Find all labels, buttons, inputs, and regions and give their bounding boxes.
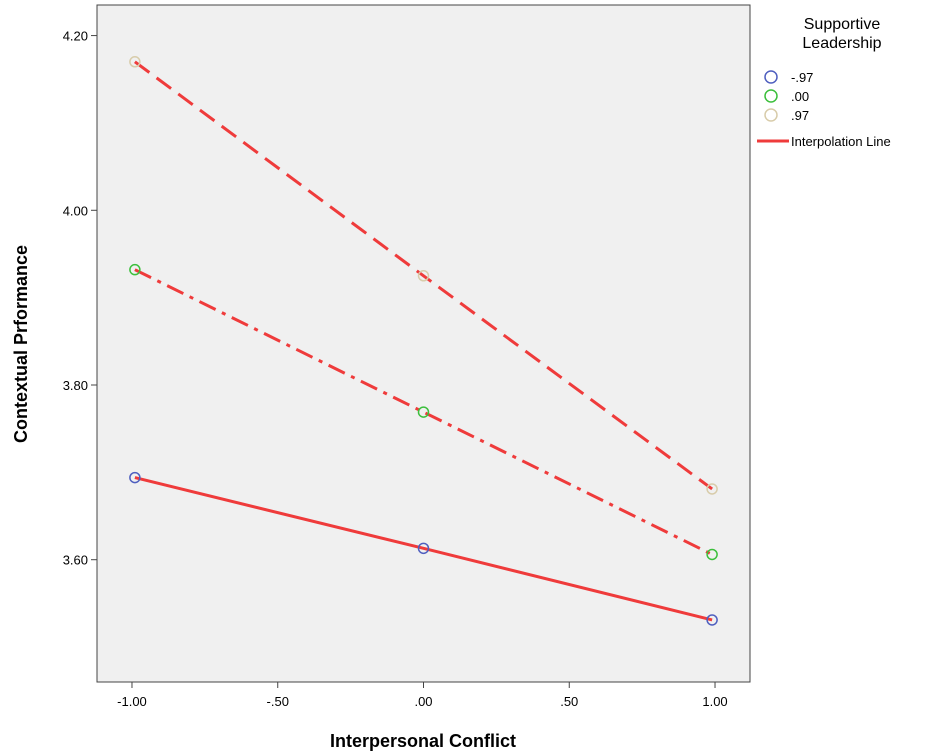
y-tick-label: 3.80 <box>63 378 88 393</box>
x-tick-label: 1.00 <box>702 694 727 709</box>
x-axis: -1.00 -.50 .00 .50 1.00 <box>117 682 728 709</box>
series-point <box>417 406 430 418</box>
legend-items: -.97 .00 .97 <box>764 70 813 123</box>
x-tick-label: .50 <box>560 694 578 709</box>
series-line <box>134 60 713 491</box>
legend-label: .00 <box>791 89 809 104</box>
y-tick-label: 4.00 <box>63 203 88 218</box>
legend-marker <box>764 89 778 103</box>
series-point <box>417 270 430 282</box>
y-tick-label: 4.20 <box>63 29 88 44</box>
series-point <box>129 56 141 68</box>
x-axis-title: Interpersonal Conflict <box>330 731 516 751</box>
series-line <box>134 476 713 622</box>
legend-label: -.97 <box>791 70 813 85</box>
legend-marker <box>764 108 778 122</box>
legend-interpolation-label: Interpolation Line <box>791 134 891 149</box>
legend-label: .97 <box>791 108 809 123</box>
legend-title-line-2: Leadership <box>802 35 881 52</box>
plot-area <box>96 4 751 683</box>
y-axis: 3.60 3.80 4.00 4.20 <box>63 29 97 568</box>
legend-marker <box>764 70 778 84</box>
series-point <box>417 542 430 555</box>
series-point <box>129 263 141 276</box>
legend-title-line-1: Supportive <box>804 16 881 33</box>
series-layer <box>129 56 718 626</box>
y-axis-title: Contextual Prformance <box>11 245 31 443</box>
series-point <box>706 483 718 495</box>
y-tick-label: 3.60 <box>63 553 88 568</box>
x-tick-label: .00 <box>414 694 432 709</box>
x-tick-label: -1.00 <box>117 694 147 709</box>
series-point <box>129 471 141 484</box>
series-point <box>706 614 718 626</box>
series-point <box>706 548 718 561</box>
x-tick-label: -.50 <box>267 694 289 709</box>
legend: Supportive Leadership -.97 .00 .97 Interpo… <box>757 16 891 149</box>
